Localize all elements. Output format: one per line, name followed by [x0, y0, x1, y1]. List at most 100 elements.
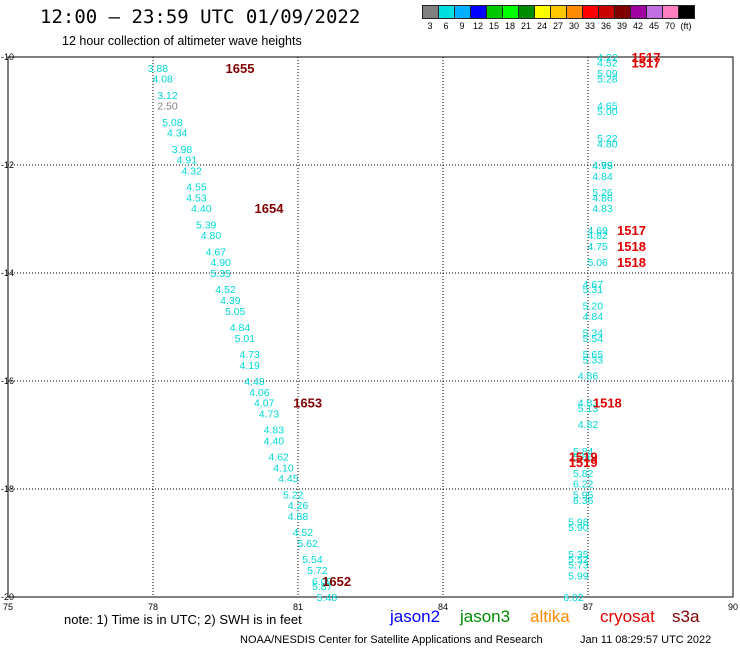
- wave-height-label: 4.79: [592, 160, 613, 172]
- wave-height-label: 5.31: [583, 284, 604, 296]
- wave-height-label: 4.83: [592, 203, 613, 215]
- wave-height-label: 5.26: [592, 187, 613, 199]
- wave-height-label: 4.83: [578, 398, 599, 410]
- wave-height-label: 5.20: [583, 300, 604, 312]
- wave-height-label: 4.75: [587, 241, 608, 253]
- wave-height-label: 4.45: [278, 473, 299, 485]
- wave-height-label: 5.09: [597, 68, 618, 80]
- legend-label: 3: [427, 21, 433, 31]
- wave-height-label: 3.12: [157, 90, 178, 102]
- wave-height-label: 4.65: [597, 101, 618, 113]
- legend-swatch: [678, 5, 695, 19]
- wave-height-label: 4.84: [592, 171, 613, 183]
- color-legend-labels: 3 6 9 12 15 18 21 24 27 30 33 36 39 42 45 70 (ft): [422, 21, 694, 31]
- legend-label: 45: [648, 21, 659, 31]
- wave-height-label: 5.35: [568, 549, 589, 561]
- wave-height-label: 5.99: [568, 570, 589, 582]
- wave-height-label: 5.82: [573, 468, 594, 480]
- y-tick-label: -16: [1, 376, 14, 386]
- wave-height-label: 5.39: [196, 219, 217, 231]
- wave-height-label: 5.22: [597, 133, 618, 145]
- wave-height-label: 5.08: [162, 117, 183, 129]
- time-label-cryosat: 1518: [617, 255, 646, 270]
- wave-height-label: 5.34: [583, 327, 604, 339]
- y-tick-label: -12: [1, 160, 14, 170]
- wave-height-label: 4.82: [578, 419, 599, 431]
- color-legend-bar: [422, 5, 695, 19]
- legend-label: 12: [472, 21, 483, 31]
- x-tick-label: 84: [438, 602, 448, 612]
- wave-height-label: 4.84: [583, 311, 604, 323]
- wave-height-label: 5.65: [583, 349, 604, 361]
- time-label-cryosat: 1517: [632, 55, 661, 70]
- wave-height-label: 4.10: [273, 462, 294, 474]
- time-label-cryosat: 1517: [617, 223, 646, 238]
- satellite-legend-altika: altika: [530, 607, 570, 626]
- legend-label: 24: [536, 21, 547, 31]
- wave-height-label: 6.09: [312, 576, 333, 588]
- satellite-legend-cryosat: cryosat: [600, 607, 655, 626]
- x-tick-label: 90: [728, 602, 738, 612]
- wave-height-label: 5.62: [297, 538, 318, 550]
- wave-height-label: 4.84: [230, 322, 251, 334]
- wave-height-label: 5.06: [587, 257, 608, 269]
- wave-height-label: 5.54: [583, 333, 604, 345]
- chart-grid: [7, 56, 734, 598]
- wave-height-label: 4.06: [249, 387, 270, 399]
- wave-height-label: 5.00: [597, 106, 618, 118]
- plot-frame: [7, 56, 734, 598]
- wave-height-label: 4.32: [181, 165, 202, 177]
- time-label-s3a: 1652: [322, 574, 351, 589]
- wave-height-label: 4.69: [587, 225, 608, 237]
- x-tick-label: 81: [293, 602, 303, 612]
- legend-label: 15: [488, 21, 499, 31]
- chart-axes: 75 78 81 84 87 90 -10 -12 -14 -16 -18 -20: [1, 52, 738, 612]
- wave-height-label: 4.55: [186, 182, 207, 194]
- legend-label: 36: [600, 21, 611, 31]
- wave-height-label: 4.52: [597, 57, 618, 69]
- wave-height-label: 4.82: [587, 230, 608, 242]
- wave-height-label: 4.73: [259, 408, 280, 420]
- wave-height-label: 5.72: [307, 565, 328, 577]
- wave-height-label: 4.67: [206, 246, 227, 258]
- time-label-cryosat: 1517: [632, 50, 661, 65]
- satellite-legend-jason2: jason2: [390, 607, 441, 626]
- satellite-legend-s3a: s3a: [672, 607, 700, 626]
- wave-height-label: 4.08: [152, 74, 173, 86]
- legend-label: 6: [443, 21, 449, 31]
- wave-height-label: 5.13: [578, 403, 599, 415]
- subtitle: 12 hour collection of altimeter wave hei…: [62, 34, 302, 48]
- wave-height-label: 2.50: [157, 101, 178, 113]
- legend-label: 39: [616, 21, 627, 31]
- wave-height-label: 5.84: [573, 446, 594, 458]
- wave-height-label: 4.62: [268, 452, 289, 464]
- page-title: 12:00 – 23:59 UTC 01/09/2022: [40, 6, 361, 28]
- wave-height-label: 6.36: [573, 495, 594, 507]
- wave-height-label: 4.86: [578, 371, 599, 383]
- wave-height-label: 4.48: [244, 376, 265, 388]
- wave-height-label: 4.26: [288, 500, 309, 512]
- y-tick-label: -20: [1, 592, 14, 602]
- wave-height-label: 4.52: [293, 527, 314, 539]
- wave-height-label: 5.52: [568, 554, 589, 566]
- legend-label: 27: [552, 21, 563, 31]
- wave-height-label: 4.53: [186, 192, 207, 204]
- wave-height-label: 4.80: [597, 138, 618, 150]
- wave-height-label: 4.90: [210, 257, 231, 269]
- wave-height-label: 4.86: [592, 192, 613, 204]
- x-tick-label: 87: [583, 602, 593, 612]
- wave-height-label: 5.86: [573, 452, 594, 464]
- wave-height-label: 4.93: [592, 160, 613, 172]
- wave-height-label: 5.05: [225, 306, 246, 318]
- time-label-cryosat: 1519: [569, 455, 598, 470]
- y-tick-label: -10: [1, 52, 14, 62]
- wave-height-label: 4.67: [583, 279, 604, 291]
- x-tick-label: 75: [3, 602, 13, 612]
- satellite-legend-jason3: jason3: [460, 607, 511, 626]
- wave-height-label: 4.39: [220, 295, 241, 307]
- y-tick-label: -14: [1, 268, 14, 278]
- wave-height-label: 4.73: [239, 349, 260, 361]
- wave-height-label: 3.88: [148, 63, 169, 75]
- wave-height-label: 5.54: [302, 554, 323, 566]
